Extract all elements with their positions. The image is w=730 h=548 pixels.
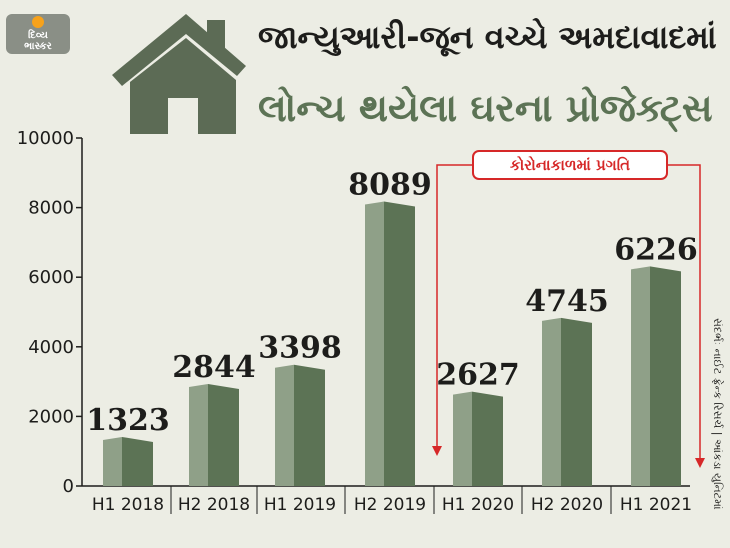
bar-front	[365, 201, 384, 486]
bar-side	[208, 384, 239, 486]
brand-logo: દિવ્ય ભાસ્કર	[6, 14, 70, 54]
x-tick-label: H1 2018	[92, 495, 164, 515]
sun-icon	[32, 16, 44, 28]
x-tick-label: H1 2020	[442, 495, 514, 515]
x-tick-label: H2 2019	[354, 495, 426, 515]
y-tick-label: 6000	[28, 267, 74, 288]
brand-line2: ભાસ્કર	[24, 41, 52, 52]
bar-value-label: 2844	[172, 350, 256, 385]
arrow-down-icon	[432, 446, 442, 456]
x-tick-label: H2 2020	[531, 495, 603, 515]
annotation-bracket-right	[668, 164, 701, 460]
bar-side	[472, 391, 503, 486]
annotation-bracket-left	[436, 164, 472, 448]
bar-value-label: 8089	[348, 168, 432, 203]
annotation-label: કોરોનાકાળમાં પ્રગતિ	[472, 150, 668, 180]
house-icon	[112, 14, 246, 134]
source-note: સંદર્ભઃ નાઈટ ફ્રેન્ક રિસર્ચ | આંકડા યુનિ…	[711, 318, 724, 510]
bar-value-label: 1323	[86, 403, 170, 438]
y-tick-label: 10000	[17, 128, 74, 149]
bar-front	[275, 364, 294, 486]
y-tick-label: 0	[63, 476, 74, 497]
bar-value-label: 4745	[525, 284, 609, 319]
bar-side	[384, 201, 415, 486]
bar-side	[561, 317, 592, 486]
bar-value-label: 3398	[258, 331, 342, 366]
y-tick-label: 2000	[28, 406, 74, 427]
arrow-down-icon	[695, 458, 705, 468]
chart-title-line1: જાન્યુઆરી-જૂન વચ્ચે અમદાવાદમાં	[258, 18, 717, 56]
bar-value-label: 2627	[436, 358, 520, 393]
bar-chart: 0 2000 4000 6000 8000 10000 1323 H1 2018 2844 H2 …	[17, 128, 705, 515]
bar-side	[122, 436, 153, 486]
x-tick-label: H2 2018	[178, 495, 250, 515]
chart-title-line2: લોન્ચ થયેલા ઘરના પ્રોજેક્ટ્સ	[258, 86, 713, 130]
bar-front	[453, 391, 472, 486]
brand-line1: દિવ્ય	[28, 30, 48, 41]
bar-front	[189, 384, 208, 486]
bar-value-label: 6226	[614, 232, 698, 267]
bar-side	[650, 266, 681, 486]
bar-side	[294, 364, 325, 486]
bar-front	[103, 436, 122, 486]
y-tick-label: 8000	[28, 198, 74, 219]
y-tick-label: 4000	[28, 337, 74, 358]
bar-front	[542, 317, 561, 486]
x-tick-label: H1 2019	[264, 495, 336, 515]
bar-front	[631, 266, 650, 486]
x-tick-label: H1 2021	[620, 495, 692, 515]
